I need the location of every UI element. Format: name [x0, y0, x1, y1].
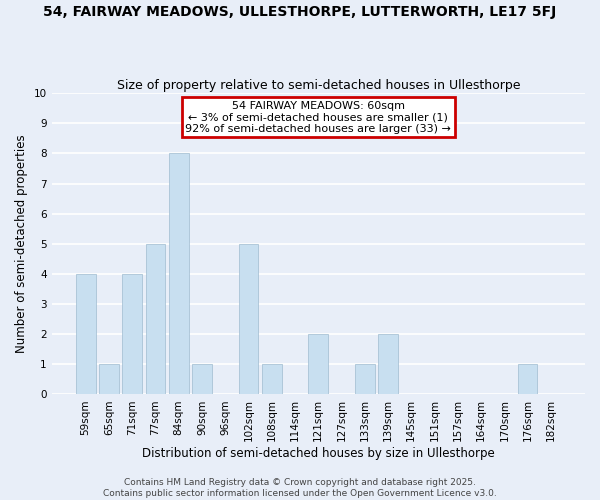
- Text: Contains HM Land Registry data © Crown copyright and database right 2025.
Contai: Contains HM Land Registry data © Crown c…: [103, 478, 497, 498]
- X-axis label: Distribution of semi-detached houses by size in Ullesthorpe: Distribution of semi-detached houses by …: [142, 447, 494, 460]
- Text: 54 FAIRWAY MEADOWS: 60sqm
← 3% of semi-detached houses are smaller (1)
92% of se: 54 FAIRWAY MEADOWS: 60sqm ← 3% of semi-d…: [185, 100, 451, 134]
- Bar: [239, 244, 259, 394]
- Y-axis label: Number of semi-detached properties: Number of semi-detached properties: [15, 134, 28, 353]
- Bar: [355, 364, 374, 394]
- Bar: [122, 274, 142, 394]
- Bar: [518, 364, 538, 394]
- Bar: [378, 334, 398, 394]
- Text: 54, FAIRWAY MEADOWS, ULLESTHORPE, LUTTERWORTH, LE17 5FJ: 54, FAIRWAY MEADOWS, ULLESTHORPE, LUTTER…: [43, 5, 557, 19]
- Title: Size of property relative to semi-detached houses in Ullesthorpe: Size of property relative to semi-detach…: [116, 79, 520, 92]
- Bar: [192, 364, 212, 394]
- Bar: [262, 364, 281, 394]
- Bar: [76, 274, 95, 394]
- Bar: [146, 244, 166, 394]
- Bar: [99, 364, 119, 394]
- Bar: [308, 334, 328, 394]
- Bar: [169, 154, 188, 394]
